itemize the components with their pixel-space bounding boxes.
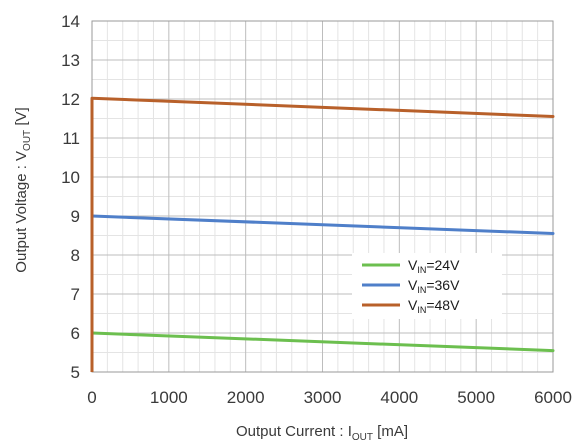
x-tick-label: 3000 (304, 388, 342, 407)
legend-label-24v: VIN=24V (408, 257, 460, 275)
x-tick-label: 6000 (534, 388, 572, 407)
legend-label-48v: VIN=48V (408, 297, 460, 315)
y-tick-label: 13 (61, 51, 80, 70)
x-tick-label: 2000 (227, 388, 265, 407)
y-tick-label: 14 (61, 12, 80, 31)
x-tick-label: 4000 (380, 388, 418, 407)
series-line-36v (90, 214, 555, 235)
x-tick-label: 1000 (150, 388, 188, 407)
series-lines (90, 96, 555, 372)
y-tick-label: 7 (71, 285, 80, 304)
legend-item-36v: VIN=36V (362, 277, 460, 295)
y-tick-label: 9 (71, 207, 80, 226)
y-tick-label: 5 (71, 363, 80, 382)
x-tick-label: 5000 (457, 388, 495, 407)
series-line-24v (90, 331, 555, 353)
legend-item-48v: VIN=48V (362, 297, 460, 315)
y-tick-label: 8 (71, 246, 80, 265)
y-tick-label: 10 (61, 168, 80, 187)
y-tick-label: 6 (71, 324, 80, 343)
x-axis-title: Output Current : IOUT [mA] (236, 423, 408, 442)
y-tick-label: 11 (62, 129, 80, 148)
legend-label-36v: VIN=36V (408, 277, 460, 295)
y-tick-labels: 5 6 7 8 9 10 11 12 13 14 (61, 12, 80, 382)
x-tick-labels: 0 1000 2000 3000 4000 5000 6000 (87, 388, 572, 407)
legend: VIN=24V VIN=36V VIN=48V (352, 253, 502, 319)
y-axis-title: Output Voltage : VOUT [V] (13, 107, 33, 272)
x-tick-label: 0 (87, 388, 96, 407)
series-line-48v (90, 96, 555, 118)
legend-item-24v: VIN=24V (362, 257, 460, 275)
y-tick-label: 12 (61, 90, 80, 109)
